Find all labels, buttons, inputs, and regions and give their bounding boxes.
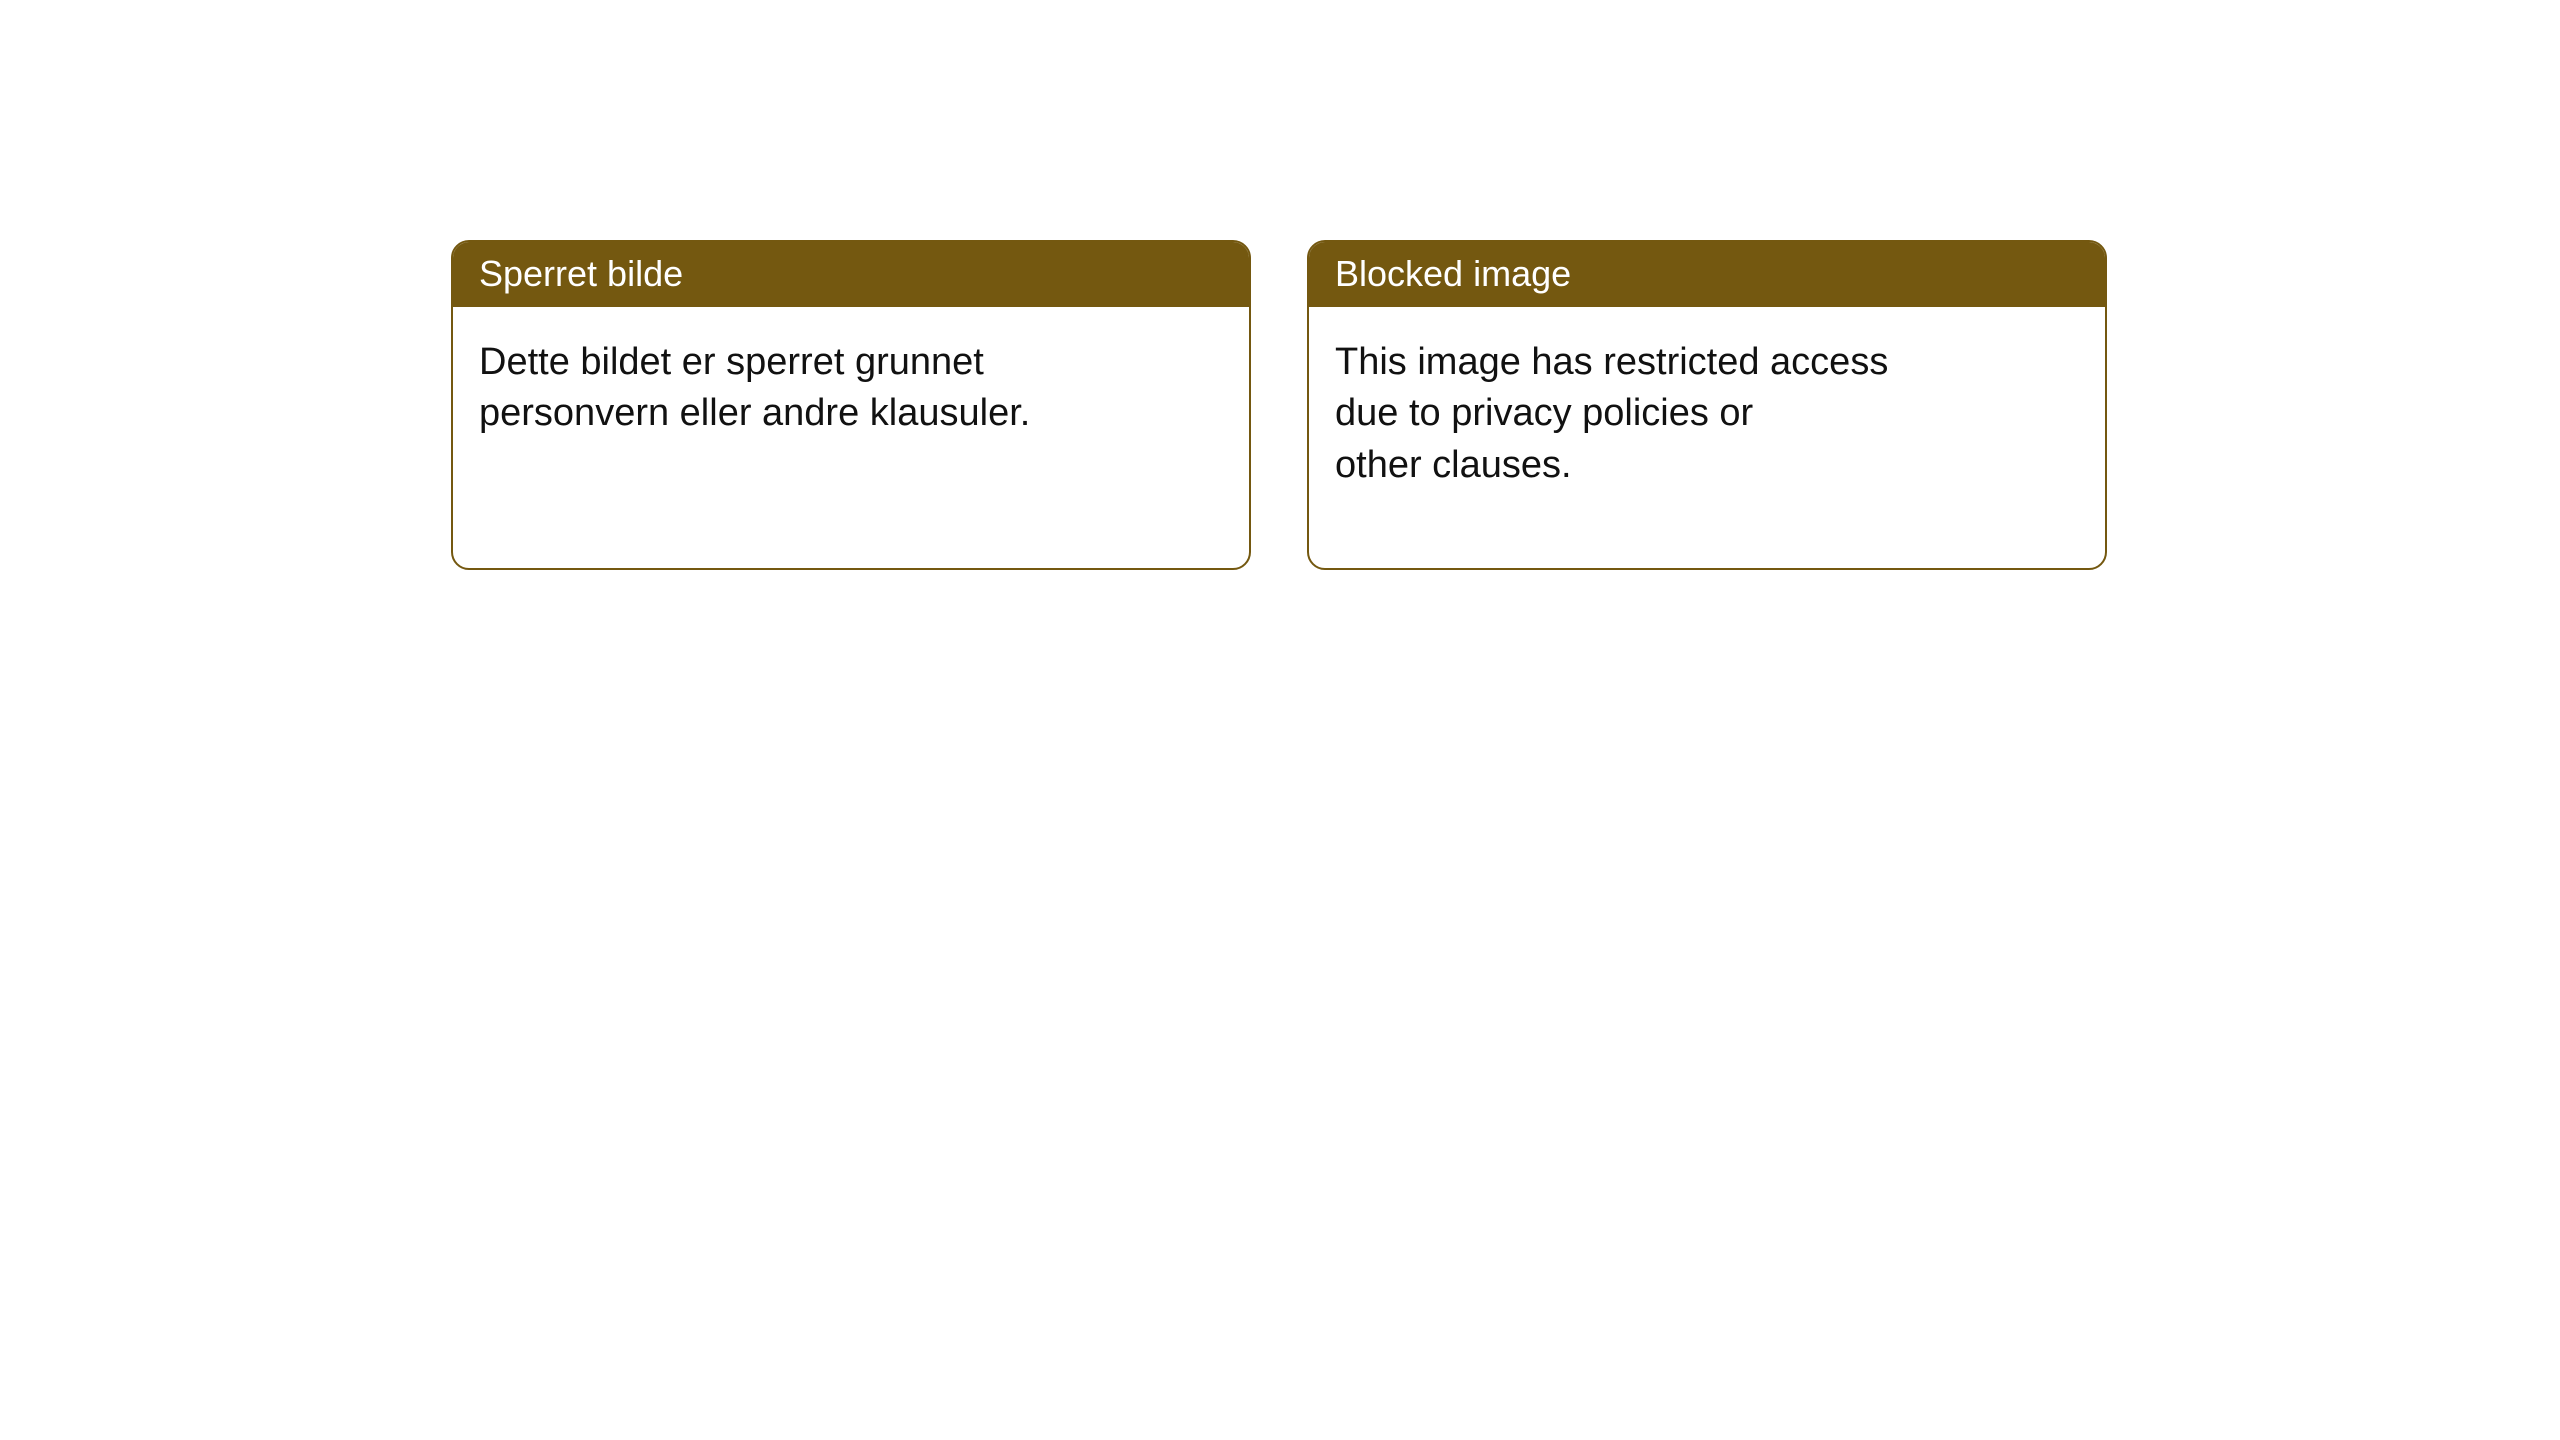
card-blocked-en: Blocked image This image has restricted … — [1307, 240, 2107, 570]
card-header: Sperret bilde — [453, 242, 1249, 307]
card-blocked-no: Sperret bilde Dette bildet er sperret gr… — [451, 240, 1251, 570]
card-header: Blocked image — [1309, 242, 2105, 307]
card-body: This image has restricted access due to … — [1309, 307, 2105, 517]
page: Sperret bilde Dette bildet er sperret gr… — [0, 0, 2560, 1440]
card-body: Dette bildet er sperret grunnet personve… — [453, 307, 1249, 466]
cards-row: Sperret bilde Dette bildet er sperret gr… — [451, 240, 2107, 570]
